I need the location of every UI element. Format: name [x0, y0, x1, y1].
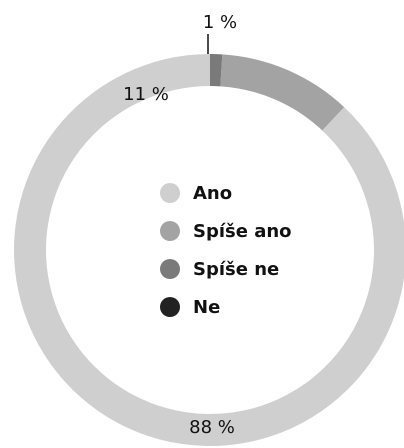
- legend-swatch-spise-ano: [160, 221, 180, 241]
- legend-item-ano: Ano: [160, 183, 232, 204]
- legend-item-spise-ne: Spíše ne: [160, 259, 279, 280]
- legend-label-ne: Ne: [193, 297, 220, 318]
- legend-item-spise-ano: Spíše ano: [160, 221, 292, 242]
- legend-label-spise-ano: Spíše ano: [193, 221, 292, 242]
- legend: Ano Spíše ano Spíše ne Ne: [160, 183, 292, 318]
- label-spise-ne: 1 %: [203, 12, 237, 33]
- legend-label-spise-ne: Spíše ne: [193, 259, 279, 280]
- legend-label-ano: Ano: [193, 183, 232, 204]
- label-ano: 88 %: [189, 417, 235, 438]
- legend-item-ne: Ne: [160, 297, 220, 318]
- slice-spise-ne: [210, 54, 223, 87]
- slice-spise-ano: [220, 54, 345, 131]
- slices-group: [14, 54, 404, 446]
- legend-swatch-spise-ne: [160, 259, 180, 279]
- legend-swatch-ne: [160, 297, 180, 317]
- slice-ano: [14, 54, 404, 446]
- legend-swatch-ano: [160, 183, 180, 203]
- label-spise-ano: 11 %: [123, 84, 169, 105]
